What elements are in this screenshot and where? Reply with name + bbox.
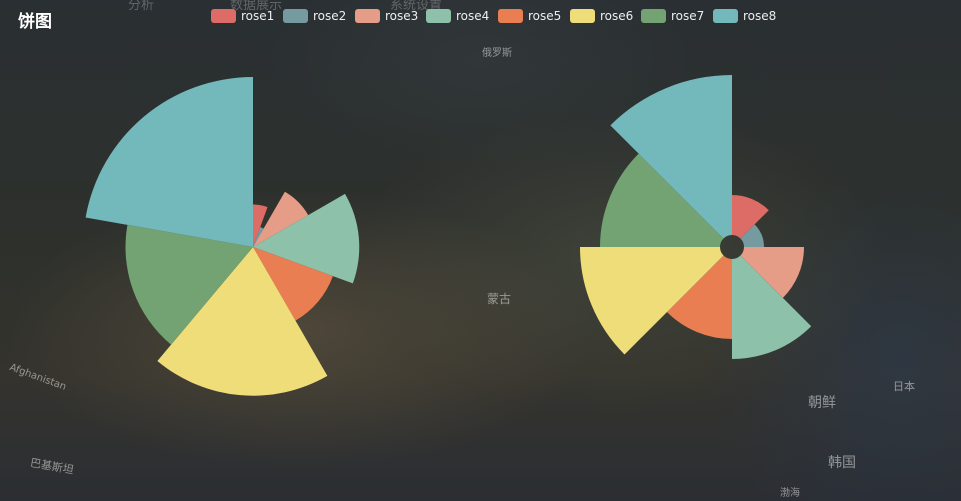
rose-slice-rose2[interactable] bbox=[253, 227, 264, 247]
legend-swatch bbox=[570, 9, 595, 23]
legend-swatch bbox=[641, 9, 666, 23]
map-label-north-korea: 朝鲜 bbox=[808, 395, 836, 411]
legend-swatch bbox=[426, 9, 451, 23]
legend: rose1 rose2 rose3 rose4 rose5 rose6 rose7 rose8 bbox=[0, 7, 961, 25]
legend-item-rose2[interactable]: rose2 bbox=[283, 7, 346, 25]
legend-label: rose3 bbox=[385, 9, 419, 23]
rose-slice-rose8[interactable] bbox=[85, 77, 254, 247]
rose-slice-rose3[interactable] bbox=[253, 191, 309, 247]
rose-slice-rose8[interactable] bbox=[610, 75, 732, 239]
rose-slice-rose1[interactable] bbox=[253, 204, 268, 248]
legend-item-rose8[interactable]: rose8 bbox=[713, 7, 776, 25]
map-label-japan: 日本 bbox=[893, 380, 915, 393]
menu-item-data-display[interactable]: 数据展示 bbox=[230, 0, 283, 13]
rose-slice-rose4[interactable] bbox=[253, 193, 360, 284]
legend-swatch bbox=[713, 9, 738, 23]
map-label-south-korea: 韩国 bbox=[828, 455, 856, 471]
legend-swatch bbox=[498, 9, 523, 23]
rose-chart-radius bbox=[85, 77, 360, 396]
menu-item-analysis[interactable]: 分析 bbox=[128, 0, 155, 13]
rose-slice-rose2[interactable] bbox=[740, 224, 764, 247]
rose-slice-rose7[interactable] bbox=[600, 153, 724, 247]
legend-item-rose3[interactable]: rose3 bbox=[355, 7, 418, 25]
rose-slice-rose7[interactable] bbox=[125, 224, 253, 345]
legend-item-rose5[interactable]: rose5 bbox=[498, 7, 561, 25]
legend-item-rose7[interactable]: rose7 bbox=[641, 7, 704, 25]
map-label-mongolia: 蒙古 bbox=[487, 292, 512, 306]
legend-label: rose4 bbox=[456, 9, 490, 23]
rose-chart-area bbox=[580, 75, 812, 359]
legend-swatch bbox=[283, 9, 308, 23]
rose-slice-rose6[interactable] bbox=[157, 247, 328, 396]
map-label-russia: 俄罗斯 bbox=[482, 48, 512, 59]
legend-item-rose6[interactable]: rose6 bbox=[570, 7, 633, 25]
legend-item-rose4[interactable]: rose4 bbox=[426, 7, 489, 25]
legend-label: rose1 bbox=[241, 9, 275, 23]
legend-swatch bbox=[211, 9, 236, 23]
rose-slice-rose3[interactable] bbox=[740, 247, 804, 298]
legend-label: rose6 bbox=[600, 9, 634, 23]
rose-slice-rose1[interactable] bbox=[732, 195, 769, 239]
rose-slice-rose5[interactable] bbox=[666, 255, 732, 339]
rose-slice-rose6[interactable] bbox=[580, 247, 724, 355]
rose-slice-rose5[interactable] bbox=[253, 247, 333, 321]
legend-label: rose8 bbox=[743, 9, 777, 23]
legend-label: rose2 bbox=[313, 9, 347, 23]
page-title: 饼图 bbox=[18, 12, 52, 32]
legend-swatch bbox=[355, 9, 380, 23]
rose-slice-rose4[interactable] bbox=[732, 255, 812, 359]
map-label-bohai: 渤海 bbox=[780, 488, 800, 499]
legend-label: rose7 bbox=[671, 9, 705, 23]
legend-label: rose5 bbox=[528, 9, 562, 23]
legend-item-rose1[interactable]: rose1 bbox=[211, 7, 274, 25]
